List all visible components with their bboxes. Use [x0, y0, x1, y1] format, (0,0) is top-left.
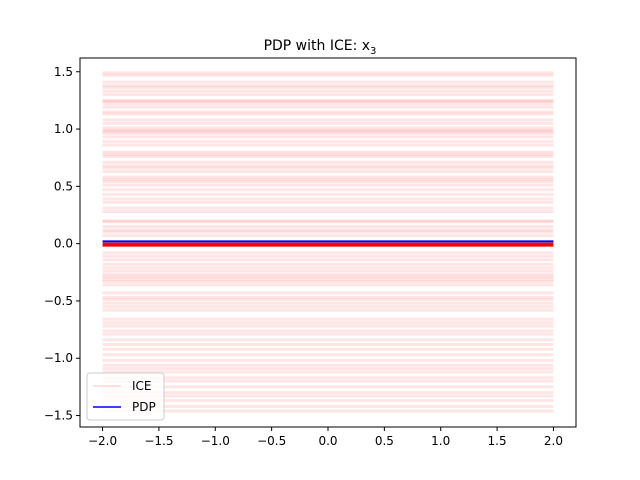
y-tick-label: 1.5	[54, 65, 73, 79]
x-tick-label: 2.0	[544, 434, 563, 448]
y-tick-label: 0.0	[54, 237, 73, 251]
y-tick-label: −0.5	[44, 294, 73, 308]
x-tick-label: 1.0	[431, 434, 450, 448]
x-tick-label: −2.0	[88, 434, 117, 448]
legend-pdp-label: PDP	[132, 400, 156, 414]
x-tick-label: 1.5	[488, 434, 507, 448]
plot-lines	[102, 71, 554, 413]
x-tick-label: −1.0	[201, 434, 230, 448]
x-tick-label: −0.5	[257, 434, 286, 448]
legend: ICE PDP	[86, 372, 165, 421]
y-tick-label: 1.0	[54, 122, 73, 136]
x-tick-label: −1.5	[144, 434, 173, 448]
x-tick-label: 0.0	[318, 434, 337, 448]
y-tick-label: 0.5	[54, 179, 73, 193]
y-tick-label: −1.0	[44, 351, 73, 365]
legend-ice-label: ICE	[132, 379, 152, 393]
x-tick-label: 0.5	[375, 434, 394, 448]
x-axis: −2.0 −1.5 −1.0 −0.5 0.0 0.5 1.0 1.5 2.0	[88, 427, 563, 448]
chart-title: PDP with ICE: x3	[264, 38, 377, 57]
y-axis: −1.5 −1.0 −0.5 0.0 0.5 1.0 1.5	[44, 65, 80, 423]
legend-box	[86, 372, 165, 421]
y-tick-label: −1.5	[44, 409, 73, 423]
